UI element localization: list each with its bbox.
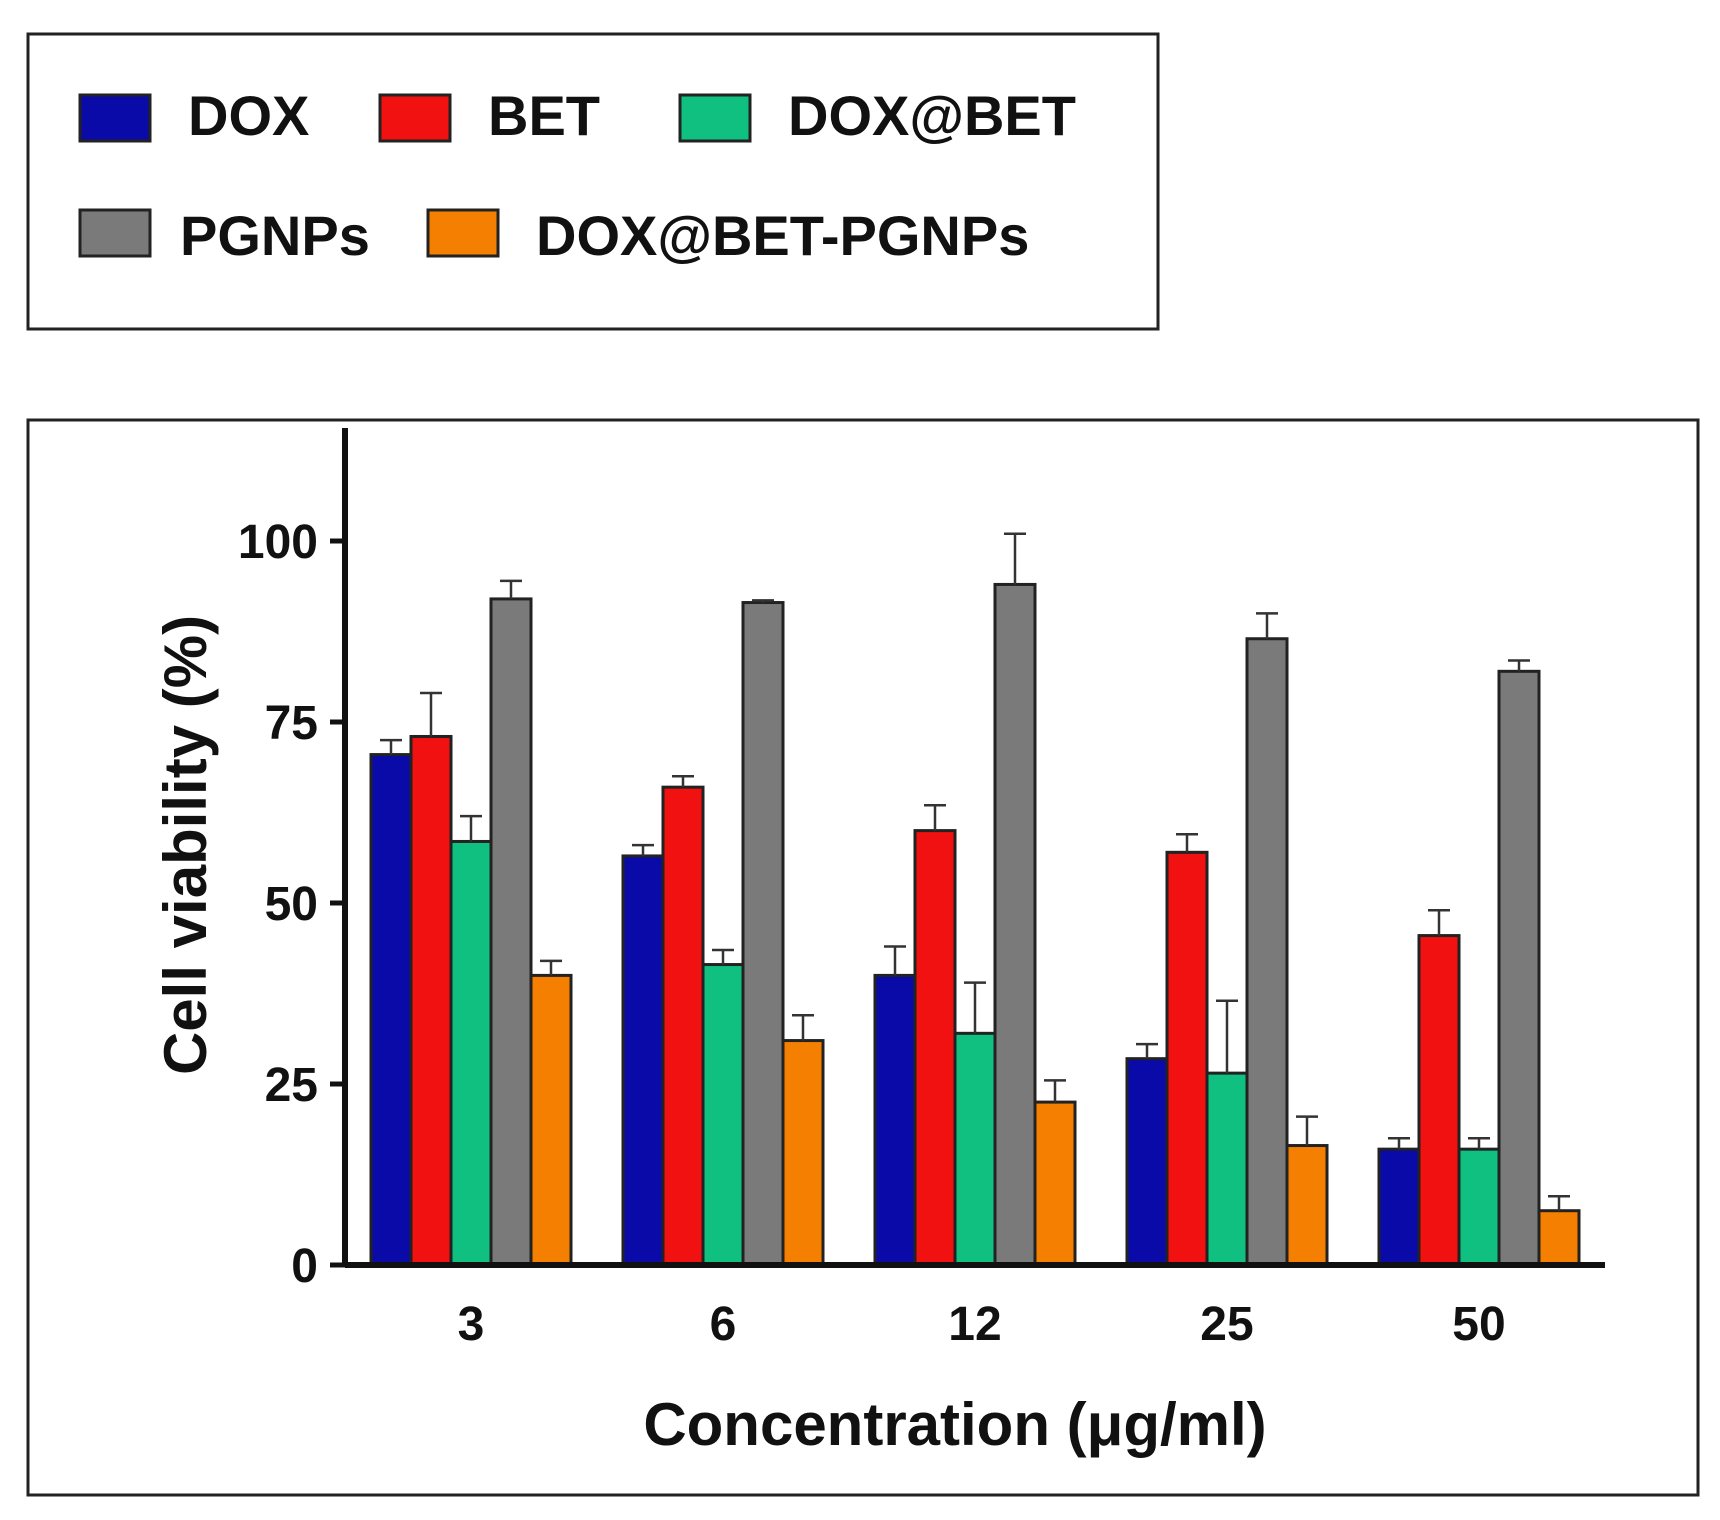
x-tick-label: 50 [1452,1298,1505,1351]
bar-bet-6 [661,785,705,1267]
x-tick-label: 12 [948,1298,1001,1351]
legend-label-dox: DOX [188,84,309,147]
bar-dox-25 [1125,1057,1169,1267]
bar-dox-bet-3 [449,839,493,1267]
y-tick-label: 100 [238,516,318,569]
bar-pgnps-25 [1245,637,1289,1267]
bar-dox-bet-pgnps-25 [1285,1144,1329,1267]
bars-layer [369,532,1581,1267]
y-axis-title: Cell viability (%) [152,615,219,1075]
x-tick-label: 3 [458,1298,485,1351]
bar-bet-25 [1165,850,1209,1267]
legend-swatch-bet [378,93,452,143]
bar-pgnps-6 [741,601,785,1267]
bar-dox-bet-12 [953,1031,997,1267]
bar-pgnps-12 [993,582,1037,1267]
bar-bet-12 [913,829,957,1267]
bar-bet-50 [1417,934,1461,1267]
bar-dox-bet-6 [701,963,745,1267]
x-tick-label: 25 [1200,1298,1253,1351]
legend-label-dox-bet-pgnps: DOX@BET-PGNPs [536,204,1029,267]
legend-box [26,32,1160,331]
bar-dox-bet-pgnps-50 [1537,1209,1581,1267]
legend-label-dox-bet: DOX@BET [788,84,1076,147]
y-axis-ticks: 0 25 50 75 100 [238,516,345,1293]
legend-swatch-dox [78,93,152,143]
bar-dox-12 [873,973,917,1267]
x-axis-ticks: 3 6 12 25 50 [458,1298,1506,1351]
x-tick-label: 6 [710,1298,737,1351]
legend-swatch-pgnps [78,208,152,258]
legend-label-bet: BET [488,84,600,147]
bar-dox-bet-pgnps-3 [529,973,573,1267]
bar-pgnps-3 [489,597,533,1267]
x-axis-title: Concentration (μg/ml) [643,1391,1266,1458]
bar-dox-bet-pgnps-12 [1033,1100,1077,1267]
bar-dox-bet-pgnps-6 [781,1039,825,1267]
bar-dox-50 [1377,1147,1421,1267]
y-tick-label: 50 [265,878,318,931]
bar-dox-bet-50 [1457,1147,1501,1267]
legend: DOX BET DOX@BET PGNPs DOX@BET-PGNPs [78,84,1076,267]
legend-swatch-dox-bet-pgnps [426,208,500,258]
bar-bet-3 [409,734,453,1267]
y-tick-label: 25 [265,1059,318,1112]
legend-swatch-dox-bet [678,93,752,143]
bar-dox-bet-25 [1205,1071,1249,1267]
y-tick-label: 75 [265,697,318,750]
bar-dox-3 [369,753,413,1267]
bar-pgnps-50 [1497,669,1541,1267]
bar-dox-6 [621,854,665,1267]
legend-label-pgnps: PGNPs [180,204,370,267]
y-tick-label: 0 [291,1240,318,1293]
